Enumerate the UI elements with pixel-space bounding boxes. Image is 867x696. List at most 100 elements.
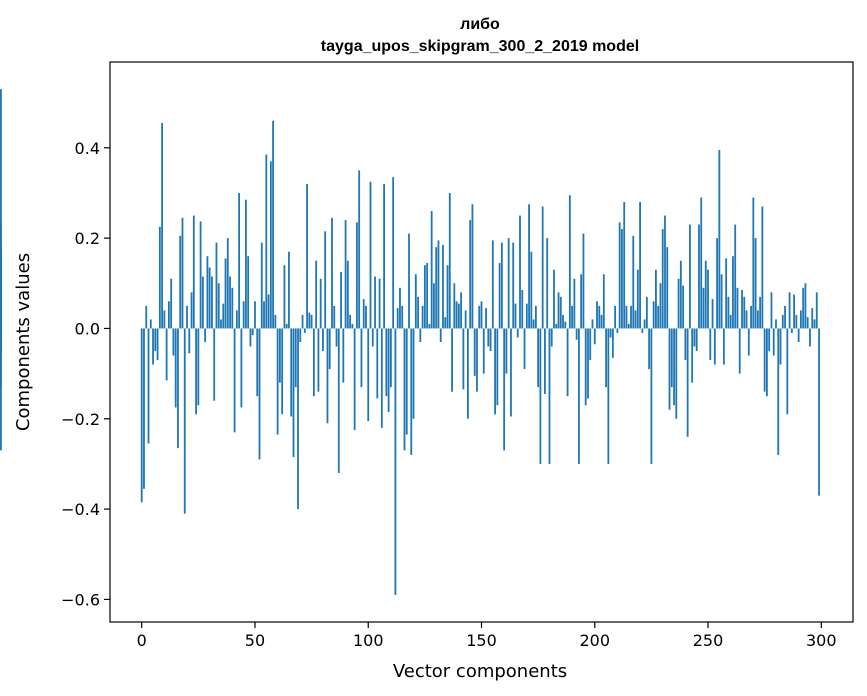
bar: [278, 328, 281, 383]
bar: [621, 229, 623, 329]
bar: [421, 305, 424, 329]
bar: [736, 287, 739, 329]
y-tick-label: −0.2: [61, 410, 100, 429]
bar: [609, 328, 612, 338]
bar: [473, 328, 476, 376]
bar: [285, 323, 288, 329]
bar: [442, 244, 444, 329]
bar: [582, 233, 585, 329]
bar: [641, 328, 644, 333]
bar: [580, 274, 583, 329]
bar: [661, 229, 664, 329]
bar: [648, 328, 651, 370]
bar: [507, 238, 510, 329]
bar: [698, 224, 700, 329]
bar: [163, 310, 166, 329]
bar: [303, 328, 306, 333]
bar: [174, 328, 177, 408]
bar: [177, 328, 179, 449]
bar: [367, 328, 370, 422]
bar: [213, 328, 216, 401]
bar: [158, 226, 161, 329]
bar: [636, 269, 639, 329]
bar: [426, 262, 429, 329]
bar: [634, 310, 637, 329]
bar: [485, 308, 487, 329]
bar: [700, 197, 703, 329]
bar: [718, 150, 721, 329]
bar: [623, 202, 626, 329]
bar: [322, 328, 324, 352]
bar: [682, 285, 685, 329]
bar: [573, 278, 576, 329]
bar: [360, 328, 363, 388]
bar: [206, 256, 209, 329]
bar: [292, 328, 295, 458]
bar: [186, 305, 188, 329]
bar: [410, 328, 413, 455]
bar: [747, 328, 750, 356]
bar: [804, 283, 807, 329]
bar: [380, 328, 383, 428]
bar: [713, 328, 716, 365]
bar: [722, 328, 725, 365]
bar: [405, 328, 408, 435]
bar: [471, 204, 474, 329]
bar: [0, 328, 2, 451]
bar: [204, 328, 207, 342]
bar: [496, 328, 499, 406]
bar: [172, 328, 175, 356]
bar: [523, 328, 526, 370]
bar: [618, 222, 621, 329]
bar: [639, 202, 641, 329]
bar: [498, 262, 501, 329]
y-tick-label: −0.6: [61, 590, 100, 609]
x-tick-label: 100: [353, 631, 384, 650]
bar: [652, 301, 655, 329]
bar: [281, 328, 284, 415]
bar: [704, 260, 707, 329]
bar: [154, 328, 157, 352]
bar: [491, 240, 494, 329]
bar: [745, 310, 748, 329]
bar: [190, 292, 193, 329]
bar: [677, 278, 680, 329]
bar: [265, 154, 268, 329]
bar: [249, 328, 252, 347]
bar: [525, 303, 528, 329]
bar: [344, 220, 347, 329]
bar: [799, 310, 802, 329]
bar: [779, 328, 782, 365]
bar: [480, 301, 483, 329]
bar: [679, 260, 682, 329]
bar: [766, 328, 768, 397]
bar: [306, 183, 308, 329]
bar: [254, 301, 256, 329]
bar: [238, 192, 241, 329]
bar: [616, 328, 619, 333]
bar: [315, 260, 318, 329]
bar: [571, 305, 574, 329]
bar: [197, 328, 200, 406]
bar: [152, 328, 154, 365]
bar: [399, 287, 401, 329]
bar: [0, 328, 2, 388]
bar: [337, 328, 340, 473]
bar: [802, 287, 805, 329]
bar: [534, 305, 537, 329]
bar: [451, 328, 453, 392]
bar: [478, 305, 481, 329]
bar: [192, 215, 195, 329]
bar: [664, 215, 666, 329]
bar: [331, 217, 333, 329]
bar: [423, 265, 426, 329]
x-tick-label: 200: [579, 631, 610, 650]
bar: [788, 292, 791, 329]
bar: [675, 328, 678, 419]
bar: [716, 238, 718, 329]
bar: [374, 276, 376, 329]
bar: [790, 328, 793, 333]
bar: [369, 181, 372, 329]
x-tick-label: 50: [245, 631, 265, 650]
